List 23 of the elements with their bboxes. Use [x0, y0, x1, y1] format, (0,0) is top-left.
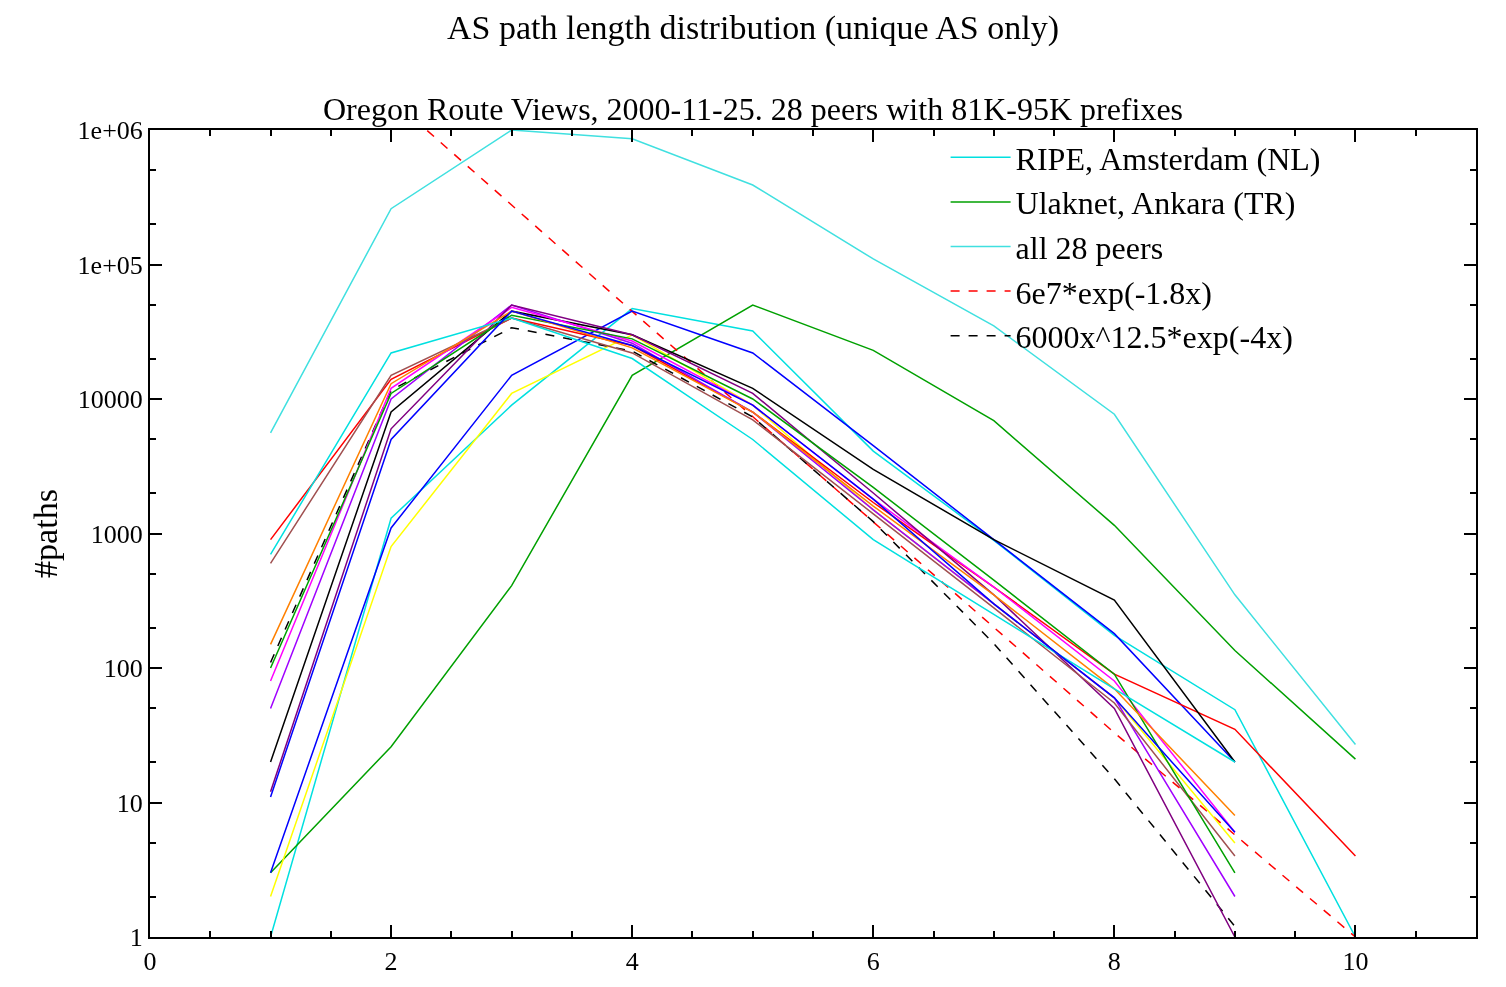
legend-label: Ulaknet, Ankara (TR): [1015, 185, 1296, 222]
x-tick-label: 10: [1342, 947, 1369, 977]
y-tick-label: 1e+05: [77, 250, 143, 280]
x-tick-label: 4: [625, 947, 639, 977]
y-tick-label: 1: [129, 923, 143, 953]
y-tick-label: 1000: [90, 519, 143, 549]
legend-label: 6e7*exp(-1.8x): [1015, 274, 1212, 311]
x-tick-label: 8: [1107, 947, 1121, 977]
legend-label: RIPE, Amsterdam (NL): [1015, 140, 1321, 177]
y-tick-label: 100: [103, 654, 143, 684]
y-tick-label: 10: [116, 788, 143, 818]
y-tick-label: 10000: [77, 385, 143, 415]
x-tick-label: 0: [143, 947, 157, 977]
y-tick-label: 1e+06: [77, 116, 143, 146]
line-series: [426, 130, 1357, 937]
chart-title: AS path length distribution (unique AS only): [447, 8, 1059, 47]
x-tick-label: 6: [866, 947, 880, 977]
legend-label: all 28 peers: [1015, 229, 1164, 266]
legend-label: 6000x^12.5*exp(-4x): [1015, 319, 1293, 356]
chart-subtitle: Oregon Route Views, 2000-11-25. 28 peers with 81K-95K prefixes: [322, 91, 1184, 128]
x-tick-label: 2: [384, 947, 398, 977]
line-series: [269, 130, 1357, 746]
y-axis-title: #paths: [26, 489, 64, 578]
